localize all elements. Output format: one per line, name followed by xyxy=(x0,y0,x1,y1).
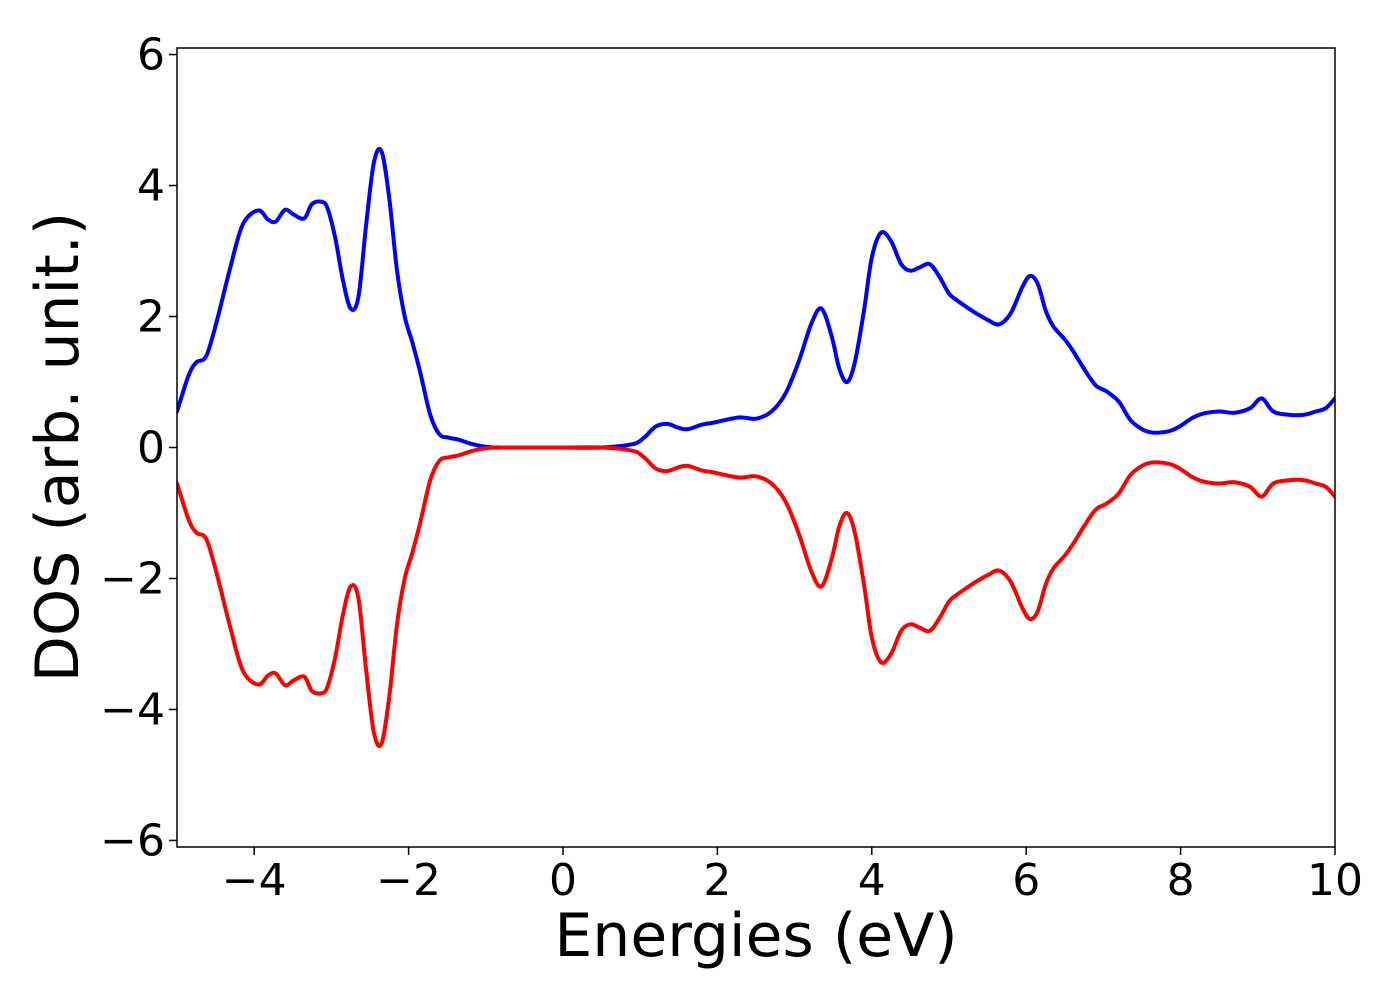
y-tick-label: 4 xyxy=(137,161,165,212)
x-tick-label: 8 xyxy=(1167,855,1195,906)
plot-frame xyxy=(176,47,1336,848)
x-tick-label: 0 xyxy=(549,855,577,906)
y-tick-label: −6 xyxy=(100,815,165,866)
y-tick-label: 0 xyxy=(137,423,165,474)
y-axis-ticks: −6 −4 −2 0 2 4 6 xyxy=(100,30,177,866)
x-tick-label: 2 xyxy=(703,855,731,906)
series-line-spin-up xyxy=(177,146,1335,450)
y-tick-label: −2 xyxy=(100,553,165,604)
series-layer xyxy=(177,146,1335,749)
y-tick-label: −4 xyxy=(100,684,165,735)
y-tick-label: 6 xyxy=(137,30,165,81)
x-tick-label: −2 xyxy=(376,855,441,906)
y-tick-label: 2 xyxy=(137,292,165,343)
x-tick-label: 6 xyxy=(1012,855,1040,906)
x-axis-title: Energies (eV) xyxy=(554,901,957,971)
x-tick-label: 10 xyxy=(1307,855,1363,906)
series-line-spin-down xyxy=(177,445,1335,749)
y-axis-title: DOS (arb. unit.) xyxy=(23,212,93,682)
x-axis-ticks: −4 −2 0 2 4 6 8 10 xyxy=(222,847,1363,906)
x-tick-label: 4 xyxy=(858,855,886,906)
x-tick-label: −4 xyxy=(222,855,287,906)
